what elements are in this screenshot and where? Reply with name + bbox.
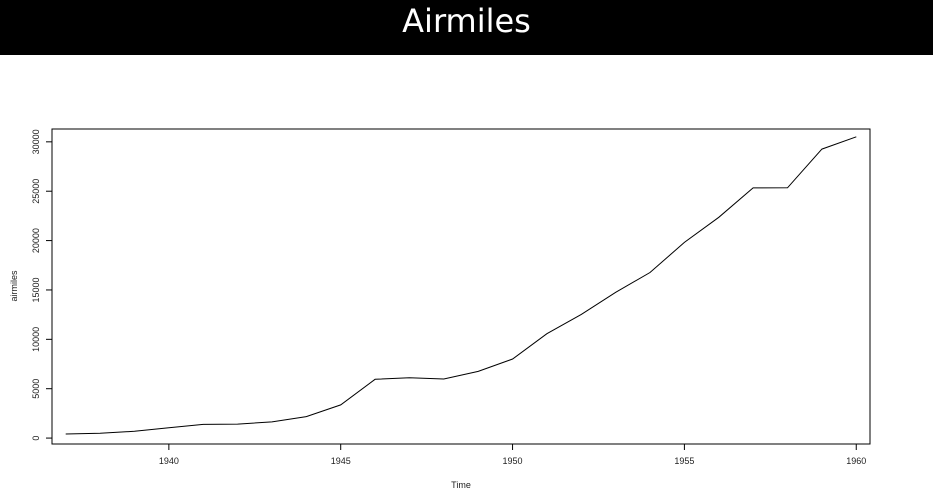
series-line-airmiles (65, 136, 857, 435)
x-tick-label: 1960 (846, 456, 866, 466)
x-tick-label: 1955 (674, 456, 694, 466)
x-axis: 1940 1945 1950 1955 1960 (159, 443, 866, 466)
y-tick-label: 10000 (31, 327, 41, 352)
title-bar (0, 0, 933, 55)
y-axis: 0 5000 10000 15000 20000 25000 30000 (31, 129, 53, 441)
y-tick-label: 25000 (31, 179, 41, 204)
y-tick-label: 30000 (31, 129, 41, 154)
x-tick-label: 1945 (331, 456, 351, 466)
y-tick-label: 15000 (31, 277, 41, 302)
y-tick-label: 20000 (31, 228, 41, 253)
y-axis-label: airmiles (9, 270, 19, 302)
y-tick-label: 5000 (31, 379, 41, 399)
page-title: Airmiles (402, 2, 531, 40)
x-axis-label: Time (451, 480, 471, 490)
x-tick-label: 1950 (503, 456, 523, 466)
plot-box (51, 128, 871, 445)
x-tick-label: 1940 (159, 456, 179, 466)
y-tick-label: 0 (31, 436, 41, 441)
